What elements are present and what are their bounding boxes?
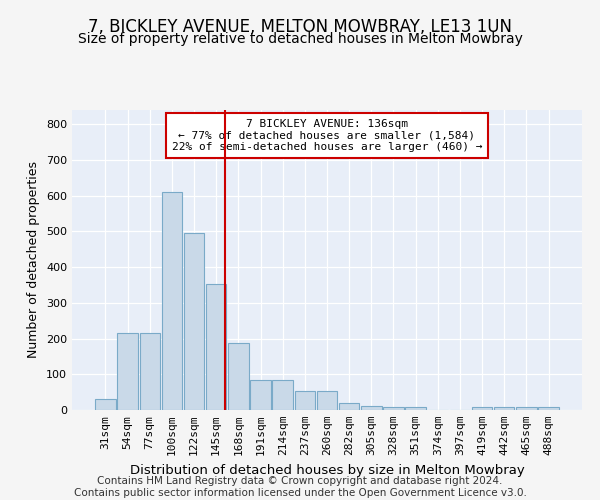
Bar	[161, 192, 182, 410]
Y-axis label: Number of detached properties: Number of detached properties	[28, 162, 40, 358]
Bar	[383, 407, 404, 410]
Bar	[516, 407, 536, 410]
Bar	[118, 333, 138, 410]
Bar	[317, 392, 337, 410]
Text: 7 BICKLEY AVENUE: 136sqm
← 77% of detached houses are smaller (1,584)
22% of sem: 7 BICKLEY AVENUE: 136sqm ← 77% of detach…	[172, 119, 482, 152]
Bar	[361, 406, 382, 410]
Text: 7, BICKLEY AVENUE, MELTON MOWBRAY, LE13 1UN: 7, BICKLEY AVENUE, MELTON MOWBRAY, LE13 …	[88, 18, 512, 36]
Bar	[228, 343, 248, 410]
Bar	[206, 284, 226, 410]
X-axis label: Distribution of detached houses by size in Melton Mowbray: Distribution of detached houses by size …	[130, 464, 524, 476]
Bar	[140, 333, 160, 410]
Bar	[339, 403, 359, 410]
Bar	[295, 392, 315, 410]
Bar	[472, 407, 493, 410]
Bar	[272, 380, 293, 410]
Bar	[538, 407, 559, 410]
Bar	[494, 407, 514, 410]
Text: Contains HM Land Registry data © Crown copyright and database right 2024.
Contai: Contains HM Land Registry data © Crown c…	[74, 476, 526, 498]
Bar	[406, 407, 426, 410]
Bar	[95, 398, 116, 410]
Bar	[184, 232, 204, 410]
Bar	[250, 380, 271, 410]
Text: Size of property relative to detached houses in Melton Mowbray: Size of property relative to detached ho…	[77, 32, 523, 46]
